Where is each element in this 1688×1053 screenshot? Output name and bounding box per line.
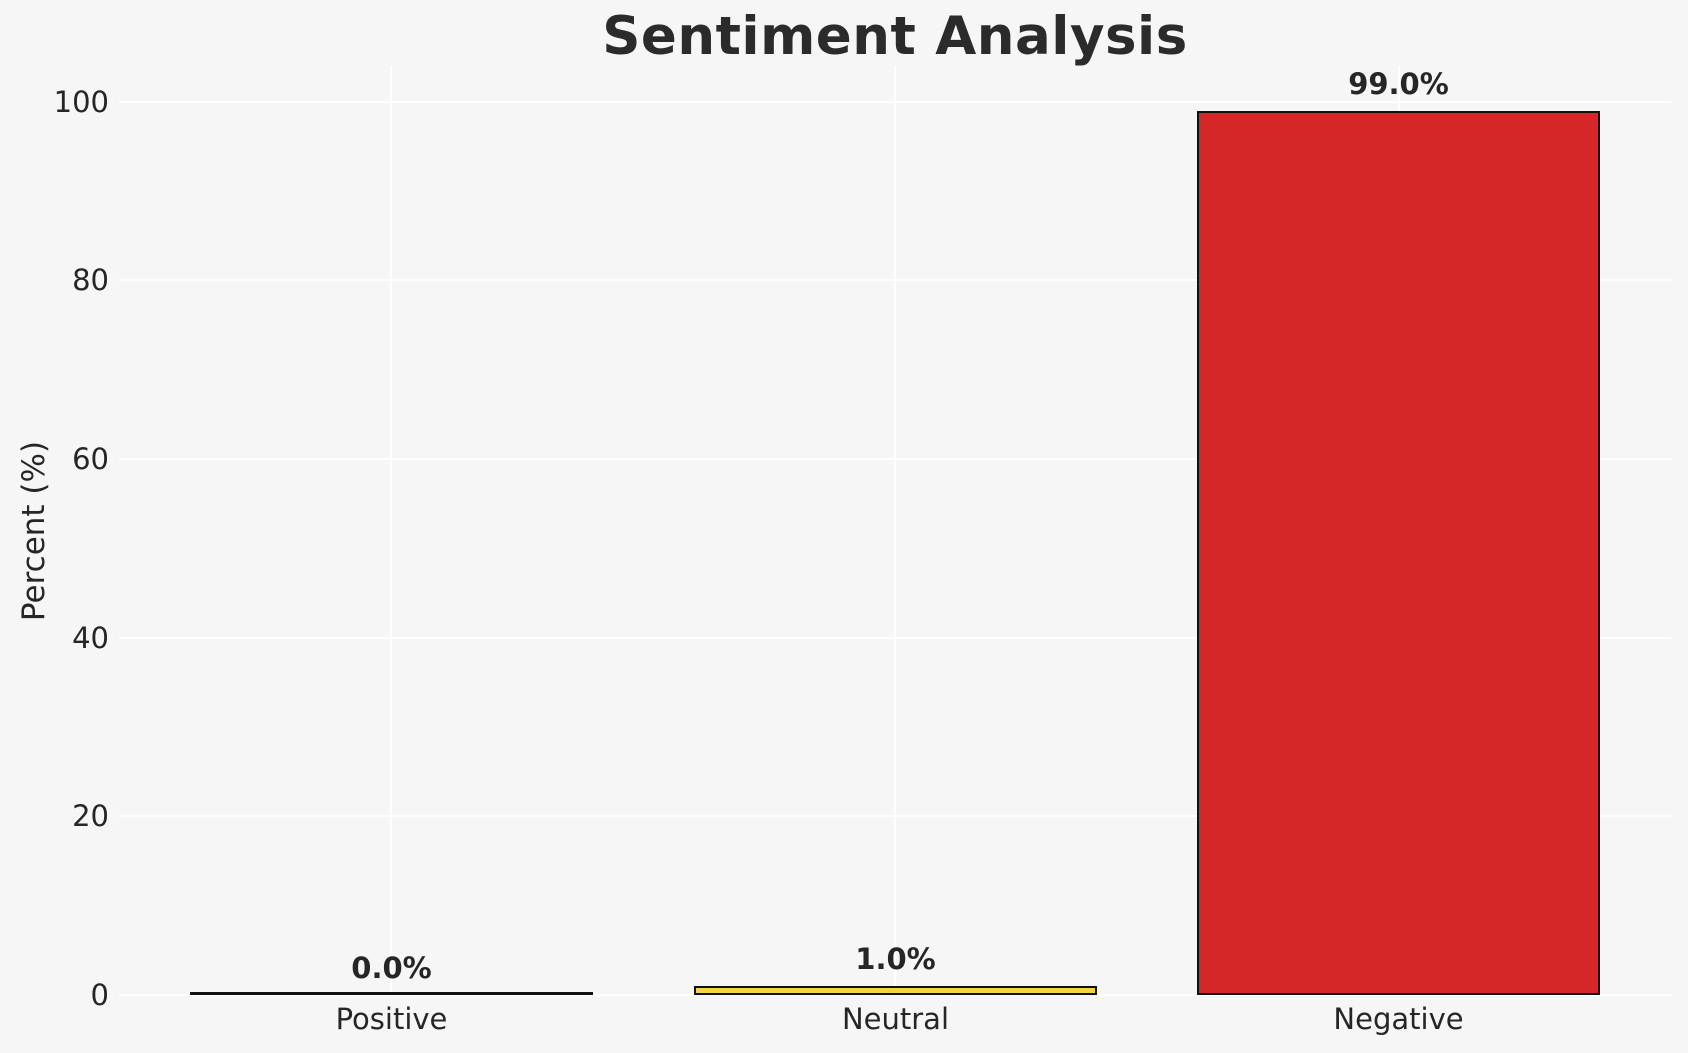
x-tick-negative: Negative xyxy=(1333,1002,1464,1036)
bar-negative xyxy=(1197,111,1600,995)
gridline-x-positive xyxy=(390,66,392,995)
gridline-x-neutral xyxy=(894,66,896,995)
plot-area xyxy=(119,66,1671,996)
value-label-positive: 0.0% xyxy=(351,951,432,985)
gridline-y-0 xyxy=(119,994,1671,996)
y-tick-60: 60 xyxy=(72,442,109,476)
value-label-neutral: 1.0% xyxy=(855,942,936,976)
y-tick-0: 0 xyxy=(90,978,109,1012)
y-tick-100: 100 xyxy=(53,85,109,119)
chart-title: Sentiment Analysis xyxy=(602,6,1188,67)
bar-neutral xyxy=(694,986,1097,995)
x-tick-positive: Positive xyxy=(335,1002,448,1036)
y-tick-80: 80 xyxy=(72,263,109,297)
bar-positive xyxy=(190,992,593,995)
y-tick-40: 40 xyxy=(72,621,109,655)
value-label-negative: 99.0% xyxy=(1348,67,1449,101)
x-tick-neutral: Neutral xyxy=(841,1002,950,1036)
y-tick-20: 20 xyxy=(72,799,109,833)
